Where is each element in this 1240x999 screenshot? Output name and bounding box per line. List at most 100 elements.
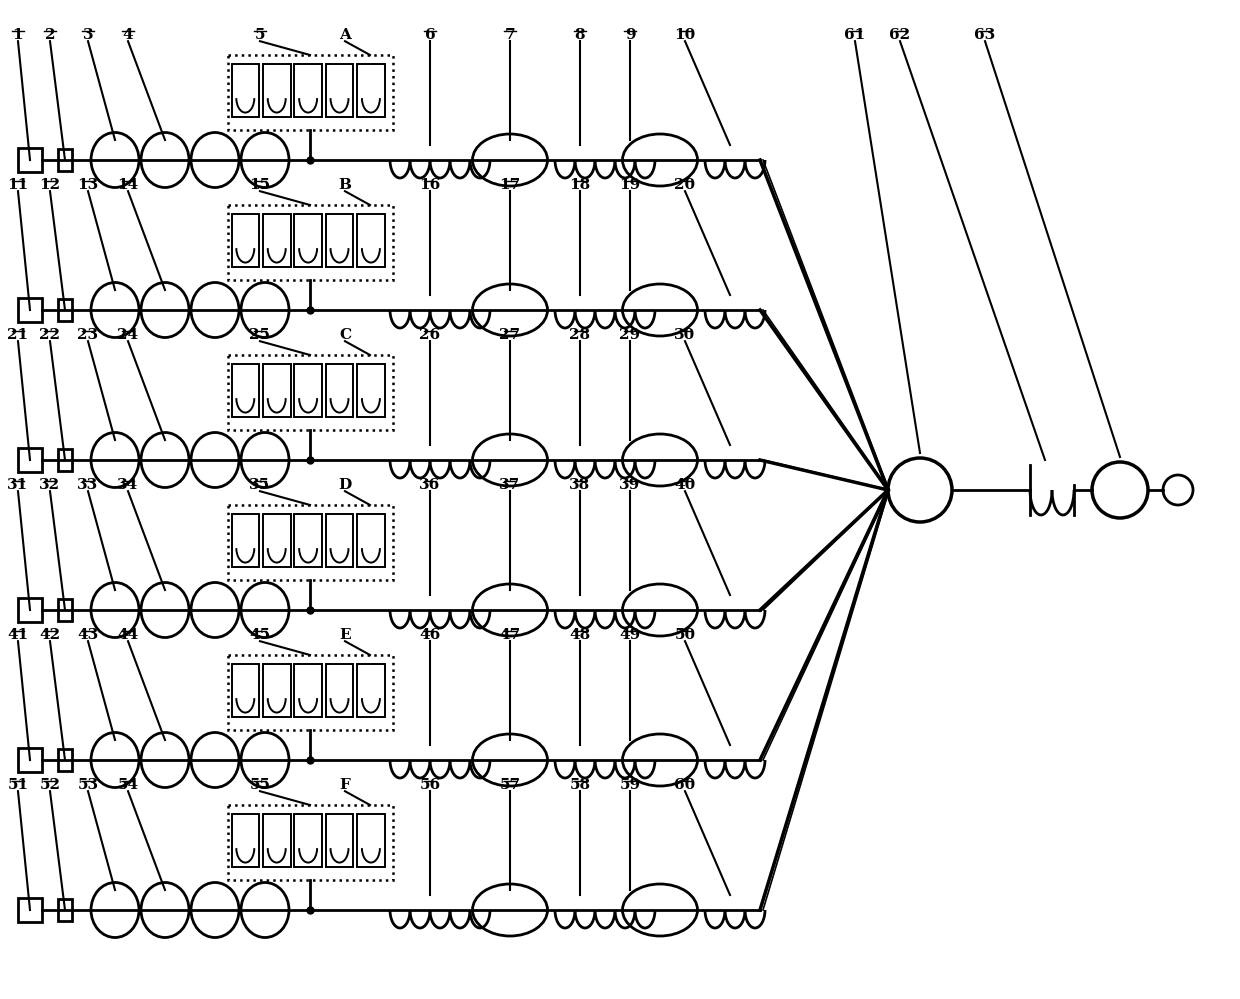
- Text: 32: 32: [40, 478, 61, 492]
- Bar: [326, 64, 353, 117]
- Bar: [58, 299, 72, 321]
- Text: 36: 36: [419, 478, 440, 492]
- Text: 52: 52: [40, 778, 61, 792]
- Text: 12: 12: [40, 178, 61, 192]
- Text: 21: 21: [7, 328, 29, 342]
- Text: B: B: [339, 178, 351, 192]
- Text: 60: 60: [675, 778, 696, 792]
- Bar: [232, 64, 259, 117]
- Text: 6: 6: [424, 28, 435, 42]
- Text: 56: 56: [419, 778, 440, 792]
- Text: D: D: [339, 478, 352, 492]
- Bar: [357, 214, 384, 267]
- Bar: [58, 449, 72, 471]
- Text: 30: 30: [675, 328, 696, 342]
- Bar: [232, 514, 259, 566]
- Text: 40: 40: [675, 478, 696, 492]
- Text: 24: 24: [118, 328, 139, 342]
- Text: 39: 39: [619, 478, 641, 492]
- Bar: [19, 598, 42, 622]
- Bar: [294, 664, 322, 716]
- Bar: [294, 64, 322, 117]
- Text: 49: 49: [619, 628, 641, 642]
- Text: A: A: [339, 28, 351, 42]
- Text: 19: 19: [619, 178, 641, 192]
- Bar: [326, 664, 353, 716]
- Bar: [232, 214, 259, 267]
- Text: 15: 15: [249, 178, 270, 192]
- Text: 3: 3: [83, 28, 93, 42]
- Text: 45: 45: [249, 628, 270, 642]
- Bar: [227, 205, 393, 280]
- Bar: [19, 448, 42, 472]
- Text: C: C: [339, 328, 351, 342]
- Bar: [263, 64, 290, 117]
- Text: 18: 18: [569, 178, 590, 192]
- Text: 34: 34: [118, 478, 139, 492]
- Text: 62: 62: [889, 28, 910, 42]
- Text: 28: 28: [569, 328, 590, 342]
- Bar: [294, 814, 322, 866]
- Bar: [227, 55, 393, 130]
- Bar: [227, 505, 393, 580]
- Bar: [227, 355, 393, 430]
- Bar: [232, 814, 259, 866]
- Text: 47: 47: [500, 628, 521, 642]
- Text: 2: 2: [45, 28, 56, 42]
- Text: 8: 8: [574, 28, 585, 42]
- Bar: [263, 514, 290, 566]
- Bar: [357, 364, 384, 417]
- Text: 26: 26: [419, 328, 440, 342]
- Text: 11: 11: [7, 178, 29, 192]
- Text: 43: 43: [77, 628, 99, 642]
- Text: 22: 22: [40, 328, 61, 342]
- Text: 10: 10: [675, 28, 696, 42]
- Text: 59: 59: [620, 778, 641, 792]
- Text: 48: 48: [569, 628, 590, 642]
- Bar: [58, 749, 72, 771]
- Bar: [294, 214, 322, 267]
- Text: 7: 7: [505, 28, 516, 42]
- Bar: [294, 364, 322, 417]
- Text: 50: 50: [675, 628, 696, 642]
- Text: 4: 4: [123, 28, 134, 42]
- Text: 41: 41: [7, 628, 29, 642]
- Text: 5: 5: [254, 28, 265, 42]
- Text: 25: 25: [249, 328, 270, 342]
- Text: F: F: [340, 778, 351, 792]
- Text: 23: 23: [77, 328, 98, 342]
- Text: 16: 16: [419, 178, 440, 192]
- Bar: [263, 214, 290, 267]
- Bar: [232, 664, 259, 716]
- Text: 1: 1: [12, 28, 24, 42]
- Bar: [357, 664, 384, 716]
- Text: 58: 58: [569, 778, 590, 792]
- Text: E: E: [340, 628, 351, 642]
- Bar: [263, 364, 290, 417]
- Bar: [232, 364, 259, 417]
- Text: 35: 35: [249, 478, 270, 492]
- Bar: [19, 298, 42, 322]
- Bar: [19, 898, 42, 922]
- Bar: [357, 64, 384, 117]
- Text: 38: 38: [569, 478, 590, 492]
- Bar: [326, 214, 353, 267]
- Bar: [357, 514, 384, 566]
- Text: 33: 33: [77, 478, 99, 492]
- Text: 20: 20: [675, 178, 696, 192]
- Text: 14: 14: [118, 178, 139, 192]
- Text: 51: 51: [7, 778, 29, 792]
- Bar: [227, 655, 393, 730]
- Text: 57: 57: [500, 778, 521, 792]
- Bar: [263, 664, 290, 716]
- Text: 31: 31: [7, 478, 29, 492]
- Bar: [326, 514, 353, 566]
- Text: 42: 42: [40, 628, 61, 642]
- Text: 44: 44: [118, 628, 139, 642]
- Text: 13: 13: [77, 178, 99, 192]
- Text: 61: 61: [844, 28, 866, 42]
- Bar: [58, 599, 72, 621]
- Bar: [58, 149, 72, 171]
- Bar: [357, 814, 384, 866]
- Text: 29: 29: [620, 328, 641, 342]
